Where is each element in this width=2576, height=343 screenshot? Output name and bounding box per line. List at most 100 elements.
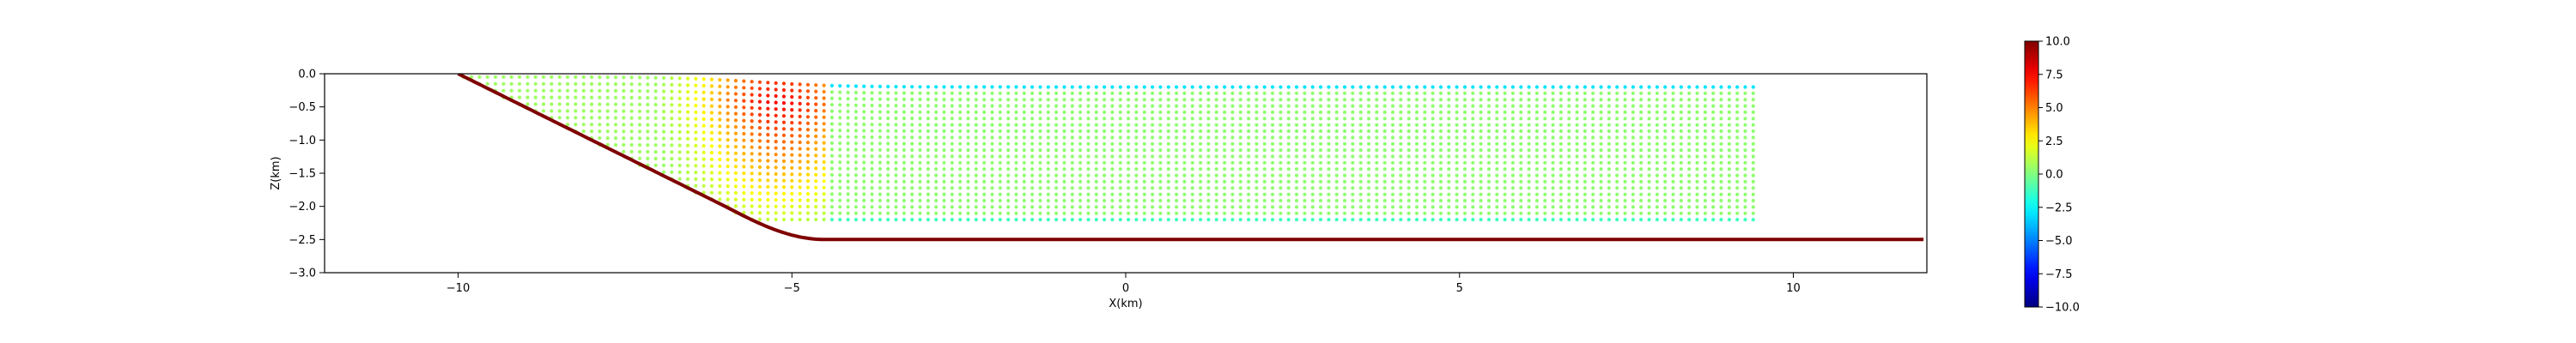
tracer-point xyxy=(1199,198,1203,203)
tracer-point xyxy=(1527,211,1531,215)
tracer-point xyxy=(1318,179,1323,184)
tracer-point xyxy=(886,173,890,178)
tracer-point xyxy=(605,88,610,93)
tracer-point xyxy=(1486,135,1492,140)
tracer-point xyxy=(1327,205,1331,209)
tracer-point xyxy=(902,117,906,121)
tracer-point xyxy=(1390,117,1395,121)
tracer-point xyxy=(1607,148,1611,153)
tracer-point xyxy=(1623,205,1627,209)
tracer-point xyxy=(829,205,835,209)
tracer-point xyxy=(918,110,922,114)
tracer-point xyxy=(982,91,987,95)
tracer-point xyxy=(1175,205,1179,209)
tracer-point xyxy=(998,141,1002,146)
tracer-point xyxy=(1230,117,1235,121)
tracer-point xyxy=(766,81,770,85)
tracer-point xyxy=(1199,129,1203,134)
tracer-point xyxy=(677,150,682,154)
tracer-point xyxy=(886,123,890,127)
tracer-point xyxy=(1431,205,1435,209)
tracer-point xyxy=(1142,192,1146,196)
tracer-point xyxy=(1022,218,1026,222)
tracer-point xyxy=(1103,91,1107,95)
tracer-point xyxy=(1390,167,1395,172)
tracer-point xyxy=(1110,154,1115,159)
tracer-point xyxy=(1310,218,1315,222)
tracer-point xyxy=(1158,167,1163,172)
tracer-point xyxy=(918,97,922,102)
tracer-point xyxy=(1327,160,1331,165)
tracer-point xyxy=(854,84,859,88)
tracer-point xyxy=(1238,154,1242,159)
tracer-point xyxy=(878,179,882,184)
tracer-point xyxy=(1558,104,1563,108)
tracer-point xyxy=(1495,198,1499,203)
tracer-point xyxy=(1543,173,1547,178)
tracer-point xyxy=(733,165,738,169)
tracer-point xyxy=(1543,117,1547,121)
tracer-point xyxy=(1127,198,1131,203)
tracer-point xyxy=(1247,179,1251,184)
tracer-point xyxy=(1366,85,1371,89)
tracer-point xyxy=(1262,160,1267,165)
tracer-point xyxy=(998,129,1002,134)
tracer-point xyxy=(1414,135,1419,140)
tracer-point xyxy=(1743,148,1747,153)
tracer-point xyxy=(829,172,835,178)
tracer-point xyxy=(814,121,818,126)
tracer-point xyxy=(1438,211,1443,215)
tracer-point xyxy=(870,123,874,127)
tracer-point xyxy=(1166,205,1170,209)
tracer-point xyxy=(1014,211,1018,215)
tracer-point xyxy=(1623,129,1627,134)
tracer-point xyxy=(781,178,787,183)
tracer-point xyxy=(1679,117,1683,121)
tracer-point xyxy=(1279,123,1283,127)
tracer-point xyxy=(1558,192,1563,196)
tracer-point xyxy=(1423,186,1427,190)
tracer-point xyxy=(1134,85,1139,89)
tracer-point xyxy=(1327,117,1331,121)
tracer-point xyxy=(846,173,850,178)
tracer-point xyxy=(1110,104,1115,108)
tracer-point xyxy=(1134,186,1139,190)
tracer-point xyxy=(1182,198,1187,203)
tracer-point xyxy=(1719,211,1723,215)
tracer-point xyxy=(1014,98,1018,102)
tracer-point xyxy=(1495,98,1499,102)
tracer-point xyxy=(1286,91,1291,95)
tracer-point xyxy=(829,179,835,184)
tracer-point xyxy=(1270,192,1275,196)
tracer-point xyxy=(1103,154,1107,159)
tracer-point xyxy=(1022,154,1026,159)
tracer-point xyxy=(805,153,811,158)
tracer-point xyxy=(1070,135,1074,140)
tracer-point xyxy=(886,91,890,95)
tracer-point xyxy=(1334,192,1339,196)
tracer-point xyxy=(1479,192,1483,196)
tracer-point xyxy=(1510,167,1515,172)
tracer-point xyxy=(750,152,754,156)
tracer-point xyxy=(1591,192,1595,196)
tracer-point xyxy=(1286,211,1291,215)
tracer-point xyxy=(1495,167,1499,172)
tracer-point xyxy=(1286,179,1291,184)
tracer-point xyxy=(1503,160,1507,165)
tracer-point xyxy=(1462,135,1467,140)
tracer-point xyxy=(1134,173,1139,178)
tracer-point xyxy=(1238,218,1242,222)
tracer-point xyxy=(1014,141,1018,146)
tracer-point xyxy=(982,129,987,134)
tracer-point xyxy=(1022,98,1026,102)
tracer-point xyxy=(942,160,946,165)
tracer-point xyxy=(1151,205,1155,209)
tracer-point xyxy=(1567,135,1571,140)
tracer-point xyxy=(798,178,802,184)
tracer-point xyxy=(1551,192,1555,196)
tracer-point xyxy=(1190,205,1194,209)
tracer-point xyxy=(1334,110,1339,114)
tracer-point xyxy=(726,171,730,175)
tracer-point xyxy=(1414,129,1419,134)
tracer-point xyxy=(1086,167,1091,172)
